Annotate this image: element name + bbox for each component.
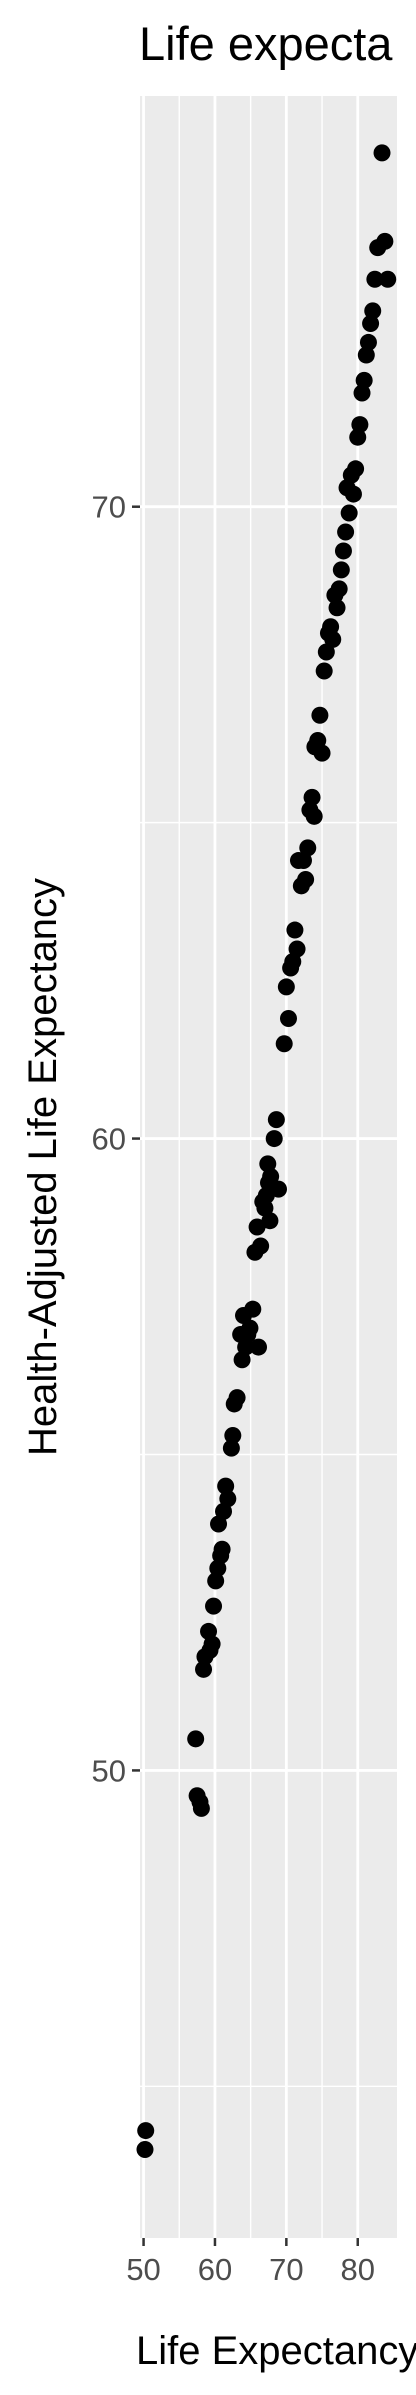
data-point [353, 384, 371, 402]
data-point [203, 1635, 221, 1653]
y-tick-label: 50 [92, 1753, 126, 1788]
data-point [209, 1559, 227, 1577]
data-point [324, 630, 342, 648]
data-point [344, 485, 362, 503]
data-point [288, 940, 306, 958]
data-point [347, 460, 365, 478]
data-point [334, 542, 352, 560]
data-point [332, 561, 350, 579]
data-point [250, 1338, 268, 1356]
data-point [252, 1237, 270, 1255]
data-point [317, 643, 335, 661]
data-point [262, 1167, 280, 1185]
data-point [303, 788, 321, 806]
data-point [315, 662, 333, 680]
data-point [359, 333, 377, 351]
data-point [269, 1180, 287, 1198]
data-point [351, 416, 369, 434]
data-point [237, 1338, 255, 1356]
data-point [355, 371, 373, 389]
data-point [379, 270, 397, 288]
data-point [222, 1439, 240, 1457]
data-point [340, 504, 358, 522]
data-point [362, 314, 380, 332]
data-point [275, 1035, 293, 1053]
data-point [297, 871, 315, 889]
y-tick-label: 60 [92, 1122, 126, 1157]
data-point [376, 232, 394, 250]
data-point [195, 1660, 213, 1678]
data-point [313, 744, 331, 762]
x-axis: 50 60 70 80 [126, 2238, 375, 2287]
data-point [259, 1155, 277, 1173]
data-point [373, 144, 391, 162]
data-point [286, 921, 304, 939]
x-tick-label: 60 [198, 2252, 232, 2287]
x-tick-label: 50 [126, 2252, 160, 2287]
data-point [136, 2141, 154, 2159]
data-points [136, 144, 397, 2159]
data-point [357, 346, 375, 364]
data-point [299, 839, 317, 857]
data-point [244, 1300, 262, 1318]
data-point [265, 1130, 283, 1148]
data-point [213, 1540, 231, 1558]
data-point [328, 599, 346, 617]
data-point [228, 1389, 246, 1407]
data-point [192, 1799, 210, 1817]
chart-title: Life expecta [139, 17, 393, 70]
data-point [224, 1427, 242, 1445]
data-point [279, 1010, 297, 1028]
y-axis-label: Health-Adjusted Life Expectancy [21, 878, 65, 1456]
data-point [261, 1212, 279, 1230]
data-point [137, 2122, 155, 2140]
grid-lines [140, 96, 397, 2238]
data-point [337, 523, 355, 541]
data-point [366, 270, 384, 288]
x-tick-label: 80 [340, 2252, 374, 2287]
y-tick-label: 70 [92, 490, 126, 525]
data-point [187, 1730, 205, 1748]
data-point [267, 1111, 285, 1129]
data-point [219, 1490, 237, 1508]
y-axis: 50 60 70 [92, 490, 140, 1788]
data-point [364, 302, 382, 320]
x-tick-label: 70 [269, 2252, 303, 2287]
data-point [205, 1597, 223, 1615]
data-point [277, 978, 295, 996]
data-point [349, 428, 367, 446]
data-point [311, 706, 329, 724]
data-point [217, 1477, 235, 1495]
data-point [322, 618, 340, 636]
data-point [207, 1572, 225, 1590]
x-axis-label: Life Expectancy [136, 2329, 416, 2373]
data-point [330, 580, 348, 598]
data-point [241, 1319, 259, 1337]
data-point [305, 807, 323, 825]
data-point [248, 1218, 266, 1236]
